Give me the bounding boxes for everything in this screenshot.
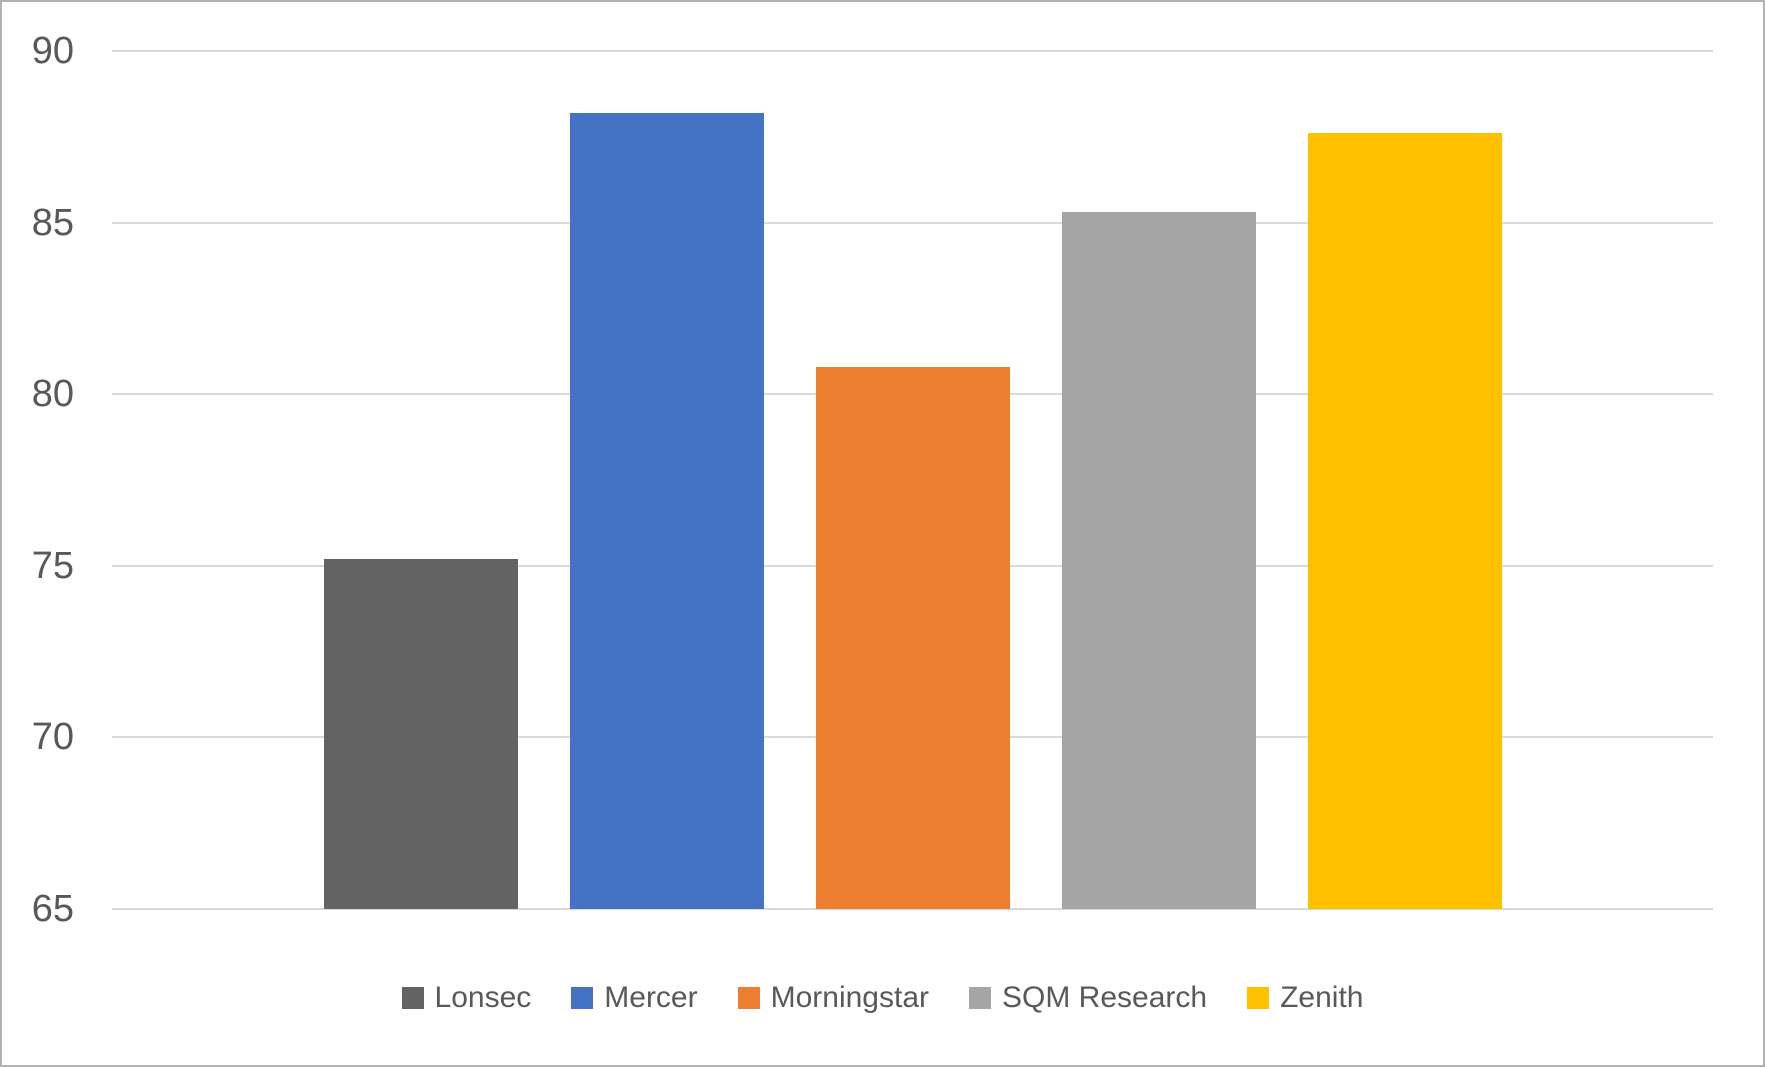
gridline-65 [112, 908, 1713, 910]
y-tick-label-65: 65 [31, 888, 74, 930]
bar-mercer [569, 112, 764, 909]
legend-label: Lonsec [434, 981, 532, 1014]
legend-item-sqm-research: SQM Research [969, 981, 1207, 1015]
legend-item-mercer: Mercer [571, 981, 698, 1015]
legend-swatch-lonsec [401, 987, 424, 1009]
bar-zenith [1307, 133, 1502, 909]
legend-swatch-zenith [1247, 987, 1270, 1009]
legend-item-morningstar: Morningstar [737, 981, 930, 1015]
legend-swatch-morningstar [737, 987, 760, 1009]
bar-lonsec [323, 558, 518, 909]
y-tick-label-80: 80 [31, 373, 74, 416]
legend-swatch-sqm-research [969, 987, 992, 1009]
legend-item-lonsec: Lonsec [401, 981, 532, 1015]
y-tick-label-70: 70 [31, 716, 74, 759]
bar-morningstar [815, 366, 1010, 909]
legend-label: SQM Research [1002, 981, 1208, 1014]
legend-item-zenith: Zenith [1247, 981, 1363, 1015]
gridline-85 [112, 221, 1713, 224]
legend-swatch-mercer [571, 987, 594, 1009]
legend: Lonsec Mercer Morningstar SQM Research Zenit… [0, 976, 1765, 1020]
y-tick-label-75: 75 [31, 544, 74, 587]
gridline-90 [112, 50, 1713, 52]
bar-sqm-research [1061, 212, 1256, 909]
legend-label: Mercer [604, 981, 698, 1014]
y-tick-label-85: 85 [31, 201, 74, 244]
legend-label: Morningstar [770, 981, 930, 1014]
y-tick-label-90: 90 [31, 30, 74, 72]
legend-label: Zenith [1280, 981, 1364, 1014]
